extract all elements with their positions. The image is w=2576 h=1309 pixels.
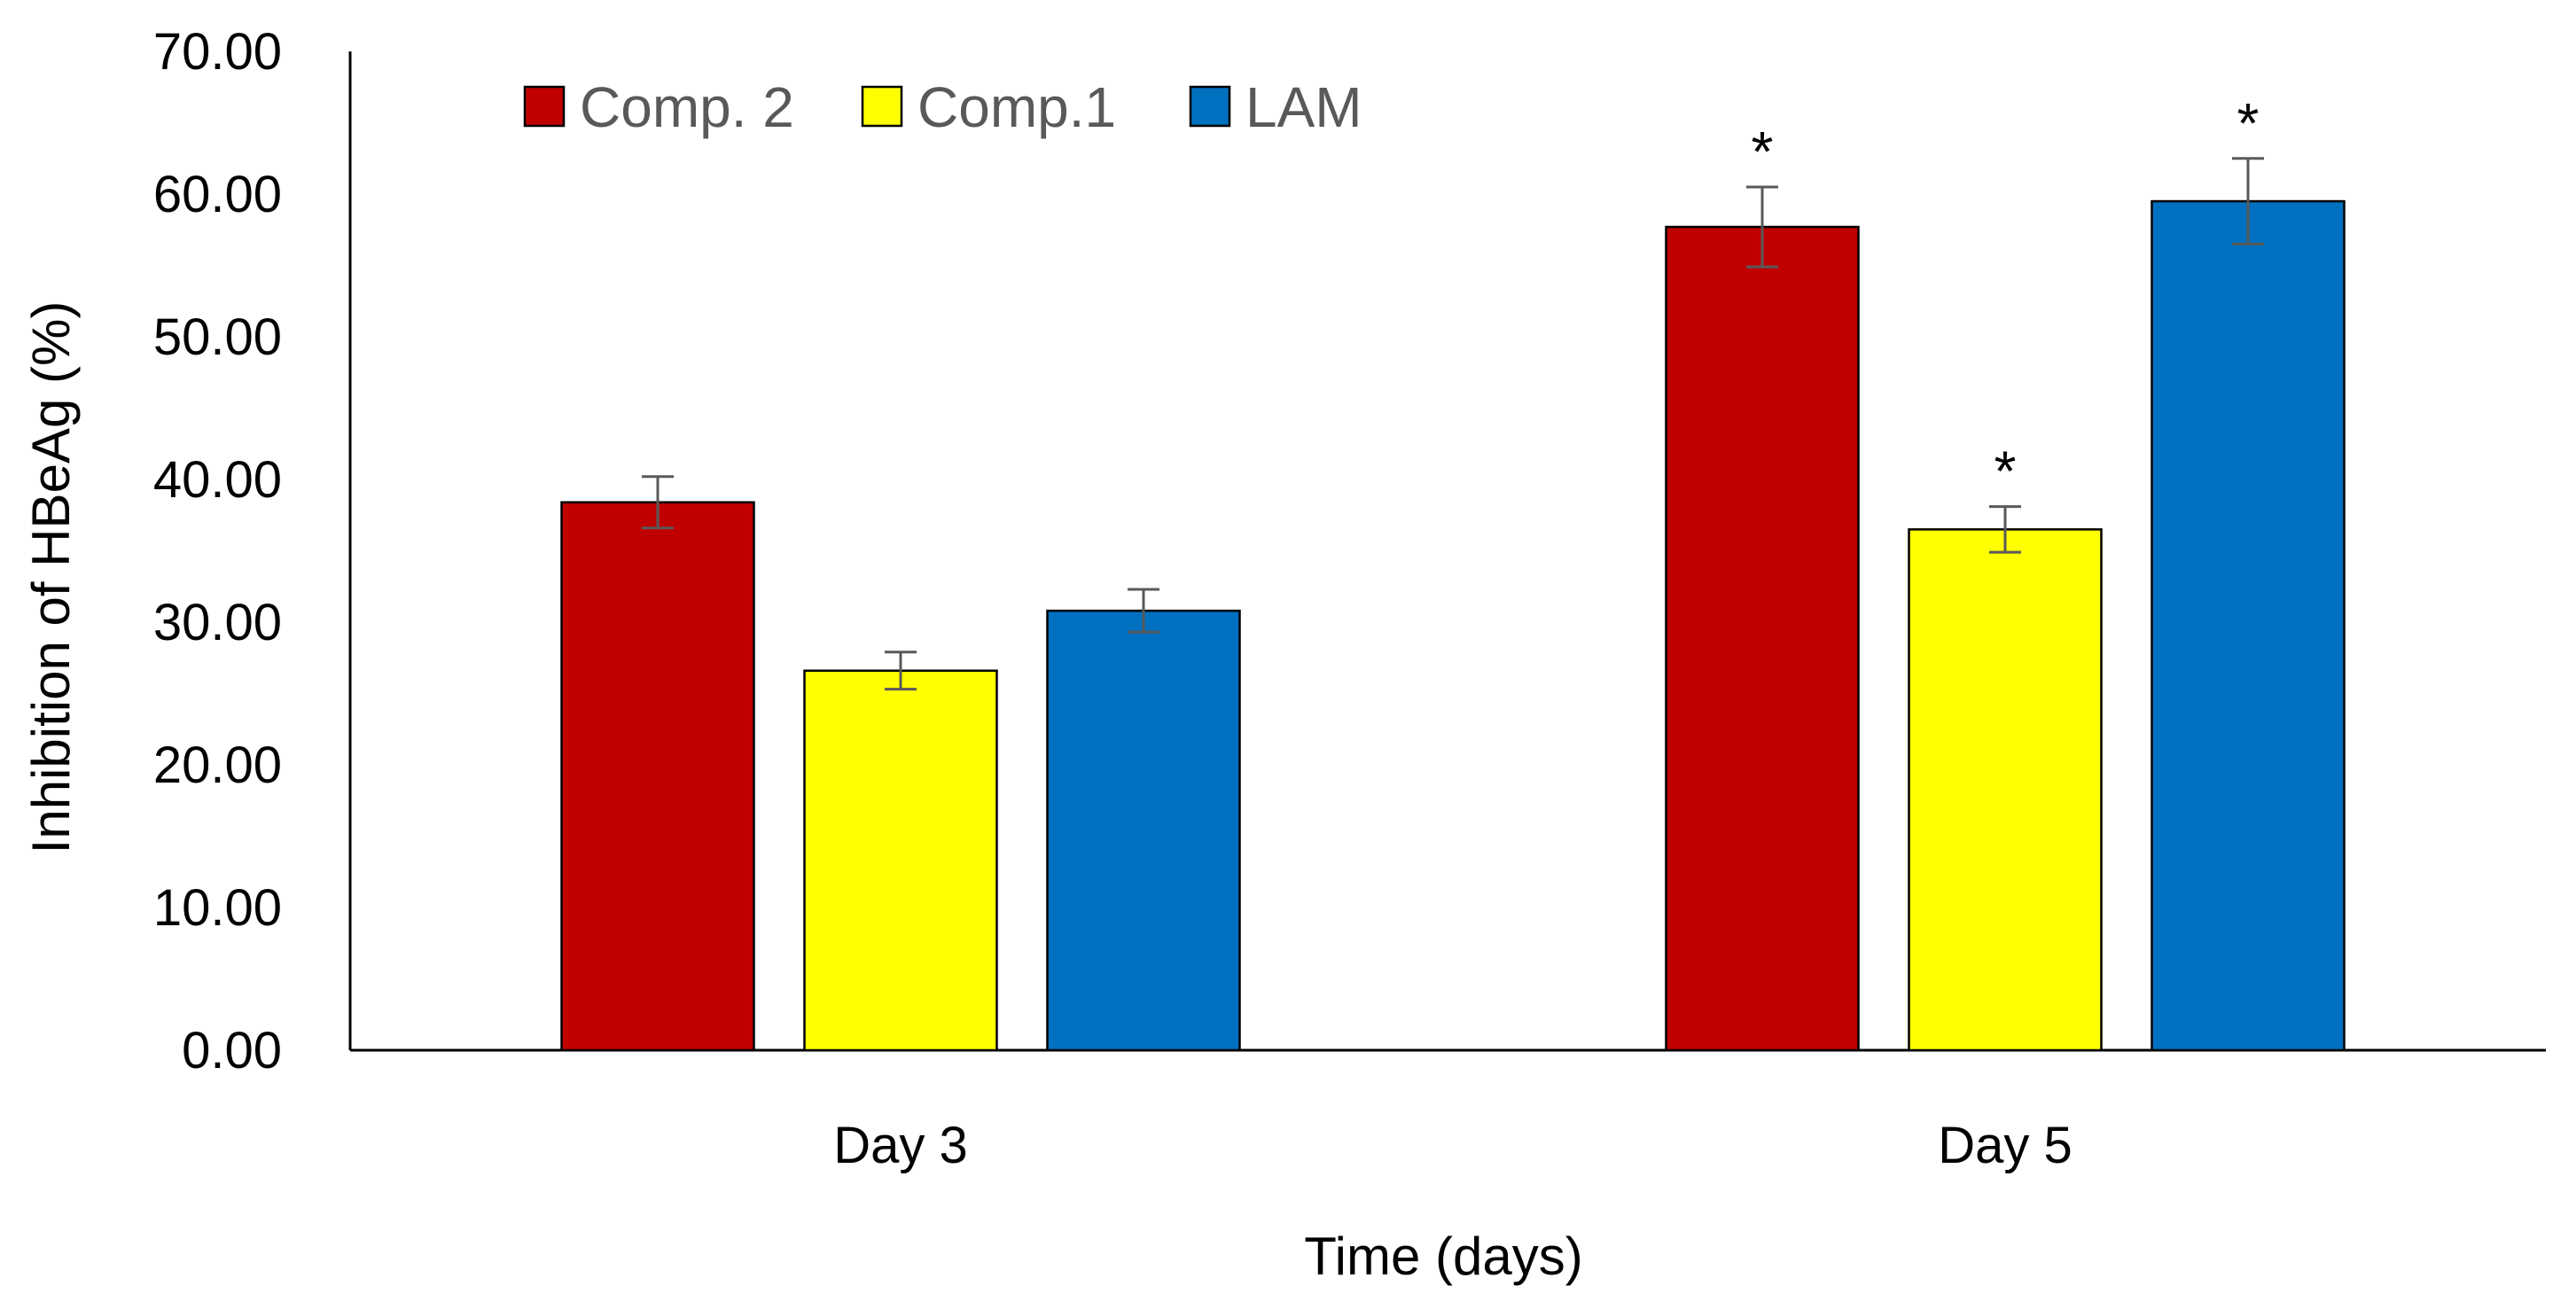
error-bar (642, 475, 674, 530)
legend-swatch (523, 85, 566, 128)
tick-labels: 0.00 10.00 20.00 30.00 40.00 50.00 60.00 70.00 D… (153, 23, 2073, 1174)
error-bar (1989, 505, 2021, 554)
error-bar (885, 651, 917, 691)
bars (560, 199, 2346, 1052)
legend-item: LAM (1189, 75, 1362, 139)
legend-swatch (861, 85, 903, 128)
y-tick-label: 10.00 (153, 879, 282, 937)
legend-label: LAM (1245, 75, 1362, 139)
x-axis-title: Time (days) (1304, 1227, 1582, 1286)
y-tick-label: 70.00 (153, 23, 282, 81)
y-tick-label: 50.00 (153, 308, 282, 366)
legend-label: Comp.1 (917, 75, 1116, 139)
significance-markers: * * * (1752, 91, 2260, 503)
bar (803, 669, 998, 1052)
y-tick-label: 40.00 (153, 451, 282, 509)
bar (1665, 225, 1860, 1052)
error-bar (1746, 185, 1778, 269)
x-tick-label: Day 3 (833, 1117, 968, 1174)
y-axis-title: Inhibition of HBeAg (%) (21, 301, 81, 854)
significance-marker: * (1994, 440, 2017, 503)
legend-swatch (1189, 85, 1231, 128)
bar (1908, 528, 2103, 1052)
bar (2151, 199, 2346, 1052)
significance-marker: * (2237, 91, 2260, 155)
y-tick-label: 60.00 (153, 166, 282, 223)
bar (1046, 609, 1241, 1052)
error-bars (642, 157, 2264, 691)
error-bar (2232, 157, 2264, 245)
x-tick-label: Day 5 (1938, 1117, 2073, 1174)
bar (560, 501, 755, 1052)
y-tick-label: 30.00 (153, 594, 282, 651)
y-tick-label: 0.00 (182, 1022, 282, 1079)
y-tick-label: 20.00 (153, 736, 282, 794)
error-bar (1128, 588, 1159, 634)
legend-item: Comp.1 (861, 75, 1116, 139)
significance-marker: * (1752, 120, 1774, 183)
legend: Comp. 2 Comp.1 LAM (523, 75, 1362, 139)
legend-label: Comp. 2 (580, 75, 794, 139)
legend-item: Comp. 2 (523, 75, 794, 139)
